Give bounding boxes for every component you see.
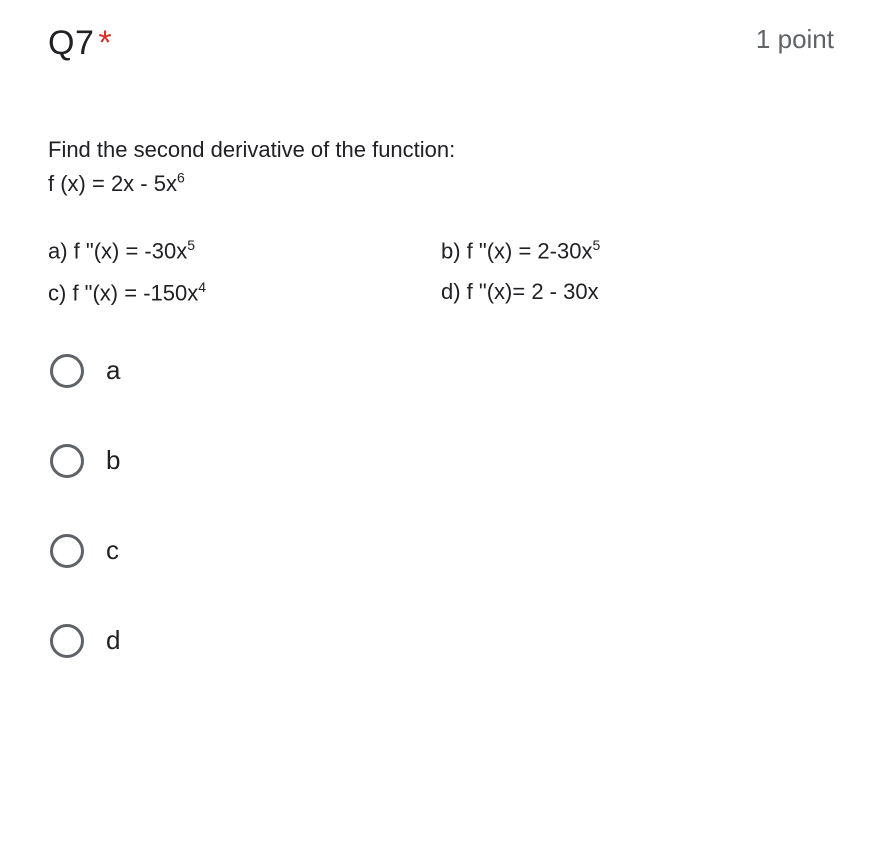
- option-b-exp: 5: [592, 237, 600, 253]
- option-b: b) f "(x) = 2-30x5: [441, 237, 834, 264]
- radio-choice-d[interactable]: d: [50, 624, 834, 658]
- question-header: Q7* 1 point: [48, 24, 834, 63]
- option-a-exp: 5: [187, 237, 195, 253]
- question-title: Q7*: [48, 24, 112, 63]
- radio-choice-a[interactable]: a: [50, 354, 834, 388]
- prompt-line-1: Find the second derivative of the functi…: [48, 133, 834, 167]
- radio-label-d: d: [106, 625, 120, 656]
- radio-label-a: a: [106, 355, 120, 386]
- function-prefix: f (x) = 2x - 5x: [48, 171, 177, 196]
- option-b-text: b) f "(x) = 2-30x: [441, 239, 592, 264]
- radio-icon: [50, 534, 84, 568]
- radio-icon: [50, 624, 84, 658]
- option-a: a) f "(x) = -30x5: [48, 237, 441, 264]
- option-d-text: d) f "(x)= 2 - 30x: [441, 279, 599, 304]
- option-c-exp: 4: [198, 279, 206, 295]
- radio-label-b: b: [106, 445, 120, 476]
- function-exponent: 6: [177, 170, 185, 186]
- question-number: Q7: [48, 24, 94, 62]
- prompt-function: f (x) = 2x - 5x6: [48, 167, 834, 201]
- option-a-text: a) f "(x) = -30x: [48, 239, 187, 264]
- option-c: c) f "(x) = -150x4: [48, 279, 441, 306]
- radio-group: a b c d: [48, 354, 834, 658]
- option-d: d) f "(x)= 2 - 30x: [441, 279, 834, 306]
- answer-options-grid: a) f "(x) = -30x5 b) f "(x) = 2-30x5 c) …: [48, 237, 834, 306]
- question-prompt: Find the second derivative of the functi…: [48, 133, 834, 201]
- radio-choice-b[interactable]: b: [50, 444, 834, 478]
- points-label: 1 point: [756, 24, 834, 55]
- radio-choice-c[interactable]: c: [50, 534, 834, 568]
- required-star: *: [98, 24, 112, 62]
- radio-label-c: c: [106, 535, 119, 566]
- radio-icon: [50, 354, 84, 388]
- radio-icon: [50, 444, 84, 478]
- option-c-text: c) f "(x) = -150x: [48, 280, 198, 305]
- question-card: Q7* 1 point Find the second derivative o…: [0, 0, 874, 698]
